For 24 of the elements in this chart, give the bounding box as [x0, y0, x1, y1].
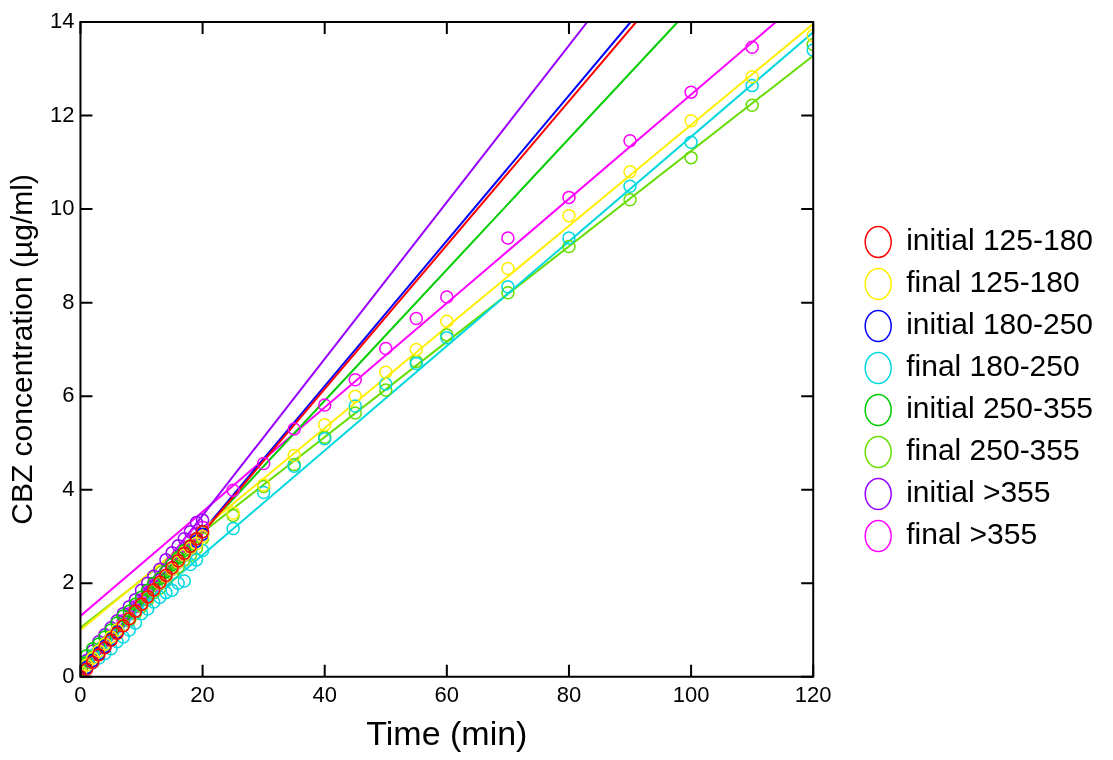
- y-tick-label: 8: [62, 288, 75, 314]
- y-tick-label: 6: [62, 382, 75, 408]
- x-tick-label: 80: [556, 682, 582, 708]
- legend-label: final >355: [906, 517, 1038, 551]
- legend-label: initial 250-355: [906, 391, 1093, 425]
- x-axis-title: Time (min): [366, 713, 528, 752]
- y-tick-label: 12: [49, 101, 75, 127]
- y-tick-label: 14: [49, 8, 75, 34]
- legend-label: initial 180-250: [906, 307, 1093, 341]
- x-tick-label: 100: [672, 682, 710, 708]
- legend-label: initial 125-180: [906, 223, 1093, 257]
- y-tick-label: 0: [62, 662, 75, 688]
- legend-label: final 250-355: [906, 433, 1080, 467]
- x-tick-label: 60: [434, 682, 460, 708]
- x-tick-label: 120: [794, 682, 832, 708]
- legend-label: final 180-250: [906, 349, 1080, 383]
- legend-label: initial >355: [906, 475, 1051, 509]
- y-tick-label: 4: [62, 475, 75, 501]
- y-axis-title: CBZ concentration (µg/ml): [5, 174, 39, 525]
- x-tick-label: 20: [190, 682, 215, 708]
- x-tick-label: 40: [312, 682, 337, 708]
- y-tick-label: 10: [49, 195, 75, 221]
- legend-label: final 125-180: [906, 265, 1080, 299]
- y-tick-label: 2: [62, 569, 75, 595]
